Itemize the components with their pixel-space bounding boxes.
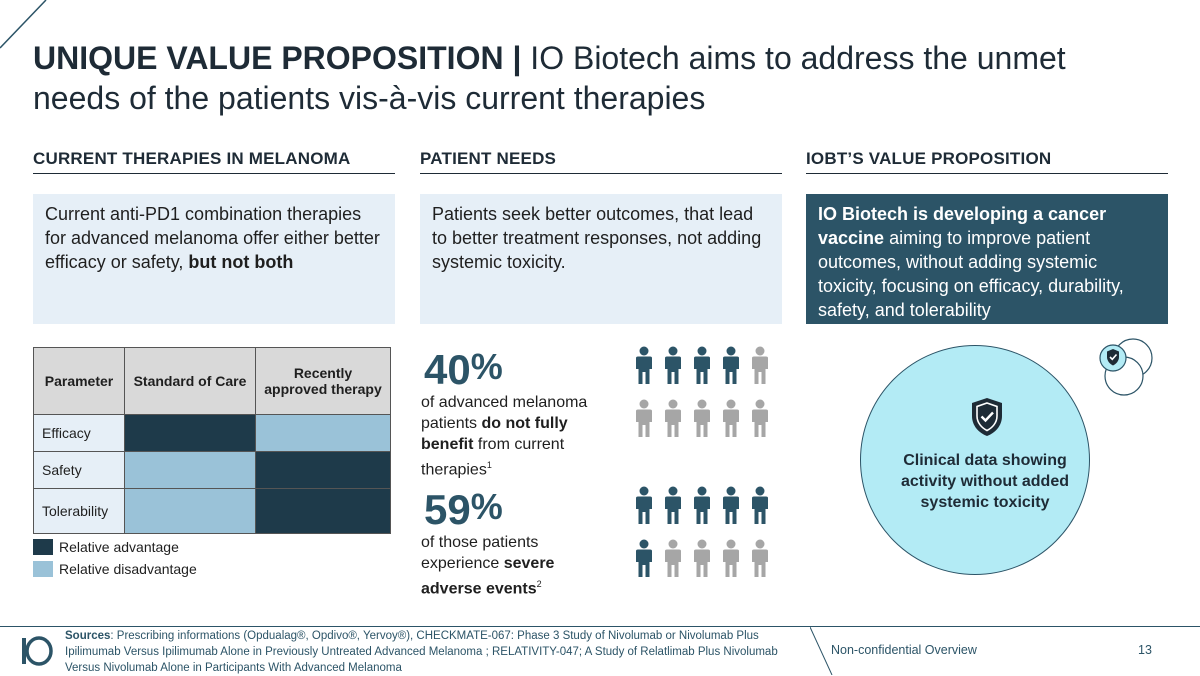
sources-label: Sources (65, 630, 111, 642)
row-label-efficacy: Efficacy (33, 414, 125, 452)
footer-sources: Sources: Prescribing informations (Opdua… (65, 628, 810, 676)
io-logo (20, 632, 56, 673)
footer-divider (0, 626, 1200, 627)
table-row: Tolerability (33, 488, 391, 534)
stat-2-unit: % (470, 486, 503, 527)
current-text: Current anti-PD1 combination therapies f… (45, 204, 380, 272)
legend-disadvantage: Relative disadvantage (33, 561, 197, 577)
person-icon-filled (691, 346, 720, 391)
person-icon-empty (720, 399, 749, 444)
person-icon-empty (749, 399, 778, 444)
value-text-bold: IO Biotech is developing a cancer vaccin… (818, 204, 1107, 248)
cell-efficacy-soc (124, 414, 256, 452)
person-icon-filled (720, 346, 749, 391)
cell-efficacy-recent (255, 414, 391, 452)
person-icon-empty (633, 399, 662, 444)
person-icon-filled (633, 346, 662, 391)
legend-label-advantage: Relative advantage (59, 539, 179, 555)
legend-swatch-advantage (33, 539, 53, 555)
shield-check-icon (972, 398, 1002, 436)
person-icon-empty (749, 346, 778, 391)
row-label-safety: Safety (33, 451, 125, 489)
stat-2-number: 59% (424, 486, 503, 534)
stat-1-text-bold: do not fully benefit (421, 415, 568, 453)
corner-decoration (0, 0, 47, 49)
stat-1-value: 40 (424, 346, 471, 393)
footer-label: Non-confidential Overview (831, 643, 977, 657)
patient-needs-heading: PATIENT NEEDS (420, 149, 782, 174)
person-icon-filled (633, 539, 662, 584)
legend-label-disadvantage: Relative disadvantage (59, 561, 197, 577)
parameter-table: Parameter Standard of Care Recently appr… (33, 347, 391, 534)
person-icon-empty (691, 539, 720, 584)
patient-needs-box: Patients seek better outcomes, that lead… (420, 194, 782, 324)
needs-text: Patients seek better outcomes, that lead… (432, 204, 762, 272)
person-icon-empty (749, 539, 778, 584)
person-icon-empty (691, 399, 720, 444)
table-row: Safety (33, 451, 391, 489)
row-label-tolerability: Tolerability (33, 488, 125, 534)
cell-safety-soc (124, 451, 256, 489)
value-proposition-heading: IOBT’S VALUE PROPOSITION (806, 149, 1168, 174)
stat-2-people-grid (633, 486, 778, 584)
table-header-recent: Recently approved therapy (255, 347, 391, 415)
person-icon-filled (749, 486, 778, 531)
person-icon-filled (720, 486, 749, 531)
current-therapies-box: Current anti-PD1 combination therapies f… (33, 194, 395, 324)
stat-2-text-a: of those patients experience (421, 534, 539, 572)
person-icon-empty (720, 539, 749, 584)
stat-1-text-b: from current therapies (421, 436, 565, 479)
page-title: UNIQUE VALUE PROPOSITION | IO Biotech ai… (33, 38, 1153, 118)
person-icon-filled (691, 486, 720, 531)
sources-text: : Prescribing informations (Opdualag®, O… (65, 630, 778, 674)
current-text-bold: but not both (188, 252, 294, 272)
cell-tolerability-recent (255, 488, 391, 534)
legend-swatch-disadvantage (33, 561, 53, 577)
table-header-soc: Standard of Care (124, 347, 256, 415)
stat-1-number: 40% (424, 346, 503, 394)
title-rest: IO Biotech aims to address the unmet nee… (33, 40, 1066, 116)
stat-1-unit: % (470, 346, 503, 387)
person-icon-filled (633, 486, 662, 531)
small-circles-decoration (1099, 338, 1153, 396)
footer-slash-decoration (810, 626, 833, 675)
cell-safety-recent (255, 451, 391, 489)
person-icon-filled (662, 346, 691, 391)
stat-2-value: 59 (424, 486, 471, 533)
table-header-parameter: Parameter (33, 347, 125, 415)
stat-1-footnote: 1 (486, 460, 492, 470)
stat-2-text-bold: severe adverse events (421, 555, 555, 598)
value-text: aiming to improve patient outcomes, with… (818, 228, 1124, 320)
person-icon-empty (662, 539, 691, 584)
value-proposition-box: IO Biotech is developing a cancer vaccin… (806, 194, 1168, 324)
page-number: 13 (1138, 643, 1152, 657)
legend-advantage: Relative advantage (33, 539, 179, 555)
person-icon-filled (662, 486, 691, 531)
stat-1-text: of advanced melanoma patients do not ful… (421, 392, 611, 480)
table-row: Efficacy (33, 414, 391, 452)
person-icon-empty (662, 399, 691, 444)
current-therapies-heading: CURRENT THERAPIES IN MELANOMA (33, 149, 395, 174)
stat-2-text: of those patients experience severe adve… (421, 532, 611, 599)
stat-1-people-grid (633, 346, 778, 444)
cell-tolerability-soc (124, 488, 256, 534)
value-circle (860, 345, 1090, 575)
circle-text: Clinical data showing activity without a… (900, 452, 1069, 511)
title-bold: UNIQUE VALUE PROPOSITION | (33, 40, 522, 76)
stat-2-footnote: 2 (536, 579, 542, 589)
stat-1-text-a: of advanced melanoma patients (421, 394, 588, 432)
